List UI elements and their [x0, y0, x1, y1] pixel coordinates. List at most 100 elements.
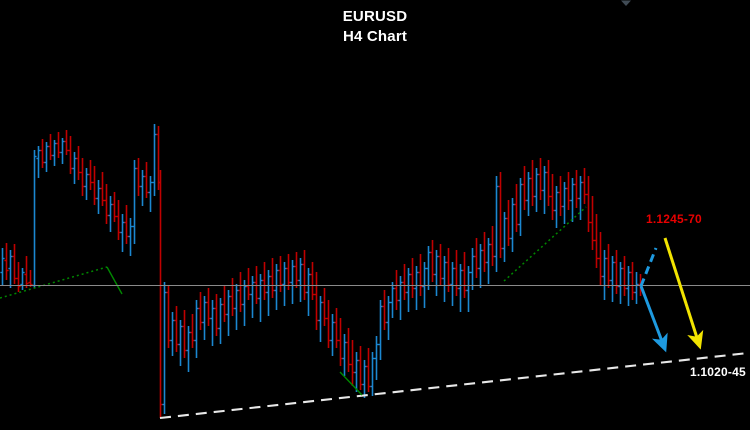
ohlc-bar [606, 244, 611, 288]
ohlc-bar [562, 182, 567, 224]
ohlc-bar [482, 232, 487, 272]
ohlc-bar [538, 158, 543, 200]
ohlc-bar [60, 138, 65, 164]
ohlc-bar [68, 136, 73, 174]
ohlc-bar [210, 300, 215, 346]
ohlc-bar [88, 160, 93, 190]
ohlc-bar [486, 238, 491, 284]
trendline[interactable] [106, 266, 123, 295]
ohlc-bar [72, 152, 77, 184]
ohlc-bar [246, 268, 251, 300]
ohlc-bar [478, 244, 483, 288]
ohlc-bar [0, 248, 5, 286]
ohlc-bar [190, 314, 195, 348]
resistance-zone-label: 1.1245-70 [646, 212, 702, 226]
ohlc-bar [394, 270, 399, 310]
ohlc-bar [230, 278, 235, 316]
ohlc-bar [618, 262, 623, 304]
ohlc-bar [206, 288, 211, 326]
ohlc-bar [80, 158, 85, 196]
projection-arrow-group[interactable] [639, 237, 704, 353]
ohlc-bar [274, 264, 279, 310]
ohlc-bar [470, 248, 475, 290]
ohlc-bar [610, 256, 615, 302]
ohlc-bar [162, 282, 167, 414]
ohlc-bar [418, 254, 423, 296]
ohlc-bar [518, 178, 523, 236]
ohlc-bar [226, 290, 231, 336]
ohlc-bar [108, 196, 113, 232]
ohlc-bar [446, 248, 451, 292]
ohlc-bar [96, 180, 101, 214]
ohlc-bar [116, 200, 121, 240]
ohlc-bar [602, 250, 607, 300]
ohlc-bar [574, 170, 579, 208]
trendline[interactable] [0, 266, 108, 299]
ohlc-bar [554, 186, 559, 228]
ohlc-bar [390, 282, 395, 318]
ohlc-bar [178, 320, 183, 366]
projection-dashed-leg[interactable] [639, 247, 658, 287]
ohlc-bar [8, 250, 13, 288]
ohlc-bar [214, 294, 219, 336]
ohlc-bar [382, 290, 387, 330]
ohlc-bar [290, 260, 295, 304]
ohlc-bar [326, 300, 331, 348]
ohlc-bar [112, 192, 117, 222]
chart-bottom-border [0, 426, 750, 430]
trendline-group[interactable] [0, 206, 749, 420]
ohlc-bar [366, 348, 371, 392]
ohlc-bar [40, 139, 45, 168]
ohlc-bar [128, 218, 133, 256]
ohlc-bar [438, 244, 443, 286]
ohlc-bar [454, 250, 459, 296]
ohlc-bar [100, 172, 105, 206]
ohlc-bar [338, 318, 343, 366]
trendline[interactable] [159, 351, 749, 420]
trendline[interactable] [503, 206, 587, 282]
ohlc-bar [222, 286, 227, 322]
ohlc-bar [410, 258, 415, 298]
ohlc-bar [310, 262, 315, 300]
ohlc-bar [36, 146, 41, 178]
ohlc-bar [378, 300, 383, 360]
ohlc-bar [136, 158, 141, 196]
ohlc-bar [234, 284, 239, 330]
ohlc-bar [20, 268, 25, 290]
ohlc-bar [124, 205, 129, 244]
ohlc-bar [44, 142, 49, 172]
ohlc-bar [144, 162, 149, 198]
ohlc-bar [526, 172, 531, 216]
ohlc-bar [578, 176, 583, 220]
ohlc-bar [502, 212, 507, 262]
support-zone-label: 1.1020-45 [690, 365, 746, 379]
ohlc-bar [186, 326, 191, 372]
ohlc-bar [406, 268, 411, 312]
ohlc-bar [374, 336, 379, 380]
ohlc-bar [494, 176, 499, 272]
ohlc-bar [16, 262, 21, 292]
ohlc-bar [132, 160, 137, 244]
ohlc-bar [294, 252, 299, 288]
trendline[interactable] [339, 371, 363, 396]
ohlc-bar [634, 272, 639, 304]
ohlc-bar [450, 262, 455, 306]
ohlc-bar [542, 166, 547, 214]
ohlc-bar [282, 262, 287, 306]
ohlc-bar [52, 140, 57, 166]
chart-timeframe-label: H4 Chart [342, 28, 408, 45]
ohlc-bar [386, 296, 391, 340]
ohlc-bar [48, 134, 53, 160]
ohlc-bar [84, 168, 89, 200]
ohlc-bar [56, 132, 61, 158]
ohlc-bar [342, 334, 347, 376]
ohlc-bar [510, 198, 515, 252]
ohlc-bar [630, 262, 635, 300]
projection-arrow[interactable] [663, 237, 704, 350]
ohlc-bar [398, 276, 403, 320]
ohlc-bar [120, 214, 125, 252]
projection-arrow[interactable] [639, 285, 668, 353]
ohlc-bar [522, 166, 527, 210]
